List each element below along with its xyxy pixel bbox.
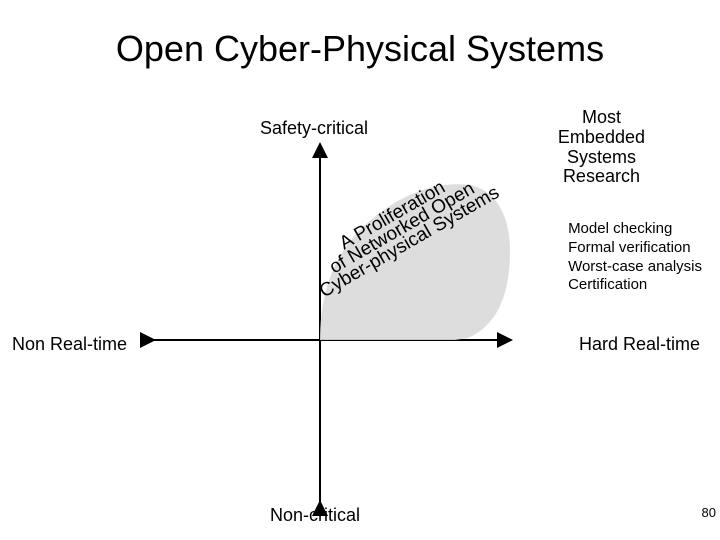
callout-line: Most <box>558 108 645 128</box>
callout-line: Research <box>558 167 645 187</box>
callout-most-embedded: Most Embedded Systems Research <box>558 108 645 187</box>
list-item: Formal verification <box>568 239 702 258</box>
list-item: Model checking <box>568 220 702 239</box>
callout-line: Systems <box>558 148 645 168</box>
axis-top-label: Safety-critical <box>260 118 368 139</box>
methods-list: Model checking Formal verification Worst… <box>568 220 702 295</box>
axis-bottom-label: Non-critical <box>270 505 360 526</box>
axis-right-label: Hard Real-time <box>579 334 700 355</box>
list-item: Certification <box>568 276 702 295</box>
page-number: 80 <box>702 505 716 520</box>
axis-left-label: Non Real-time <box>12 334 127 355</box>
list-item: Worst-case analysis <box>568 258 702 277</box>
callout-line: Embedded <box>558 128 645 148</box>
